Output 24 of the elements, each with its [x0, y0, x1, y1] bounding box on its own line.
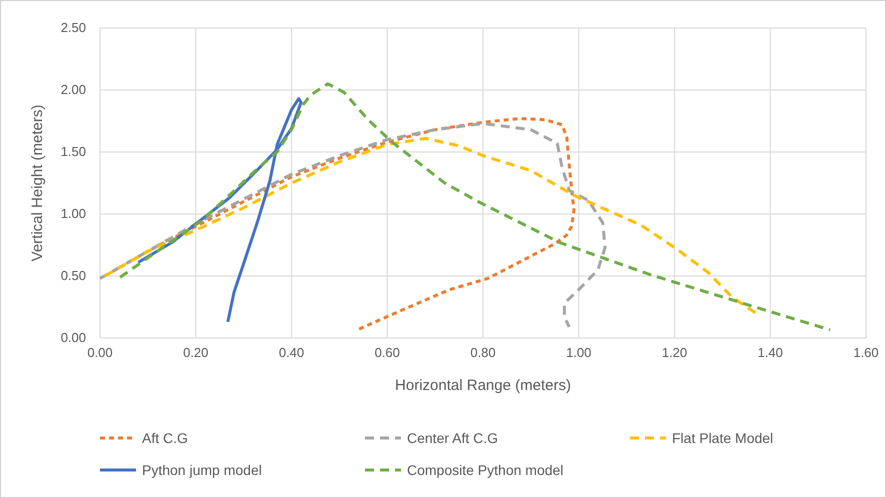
line-series — [103, 136, 758, 315]
x-tick-label: 1.20 — [662, 345, 688, 360]
x-tick-label: 1.60 — [853, 345, 879, 360]
x-tick-label: 1.00 — [566, 345, 592, 360]
x-tick-label: 0.80 — [470, 345, 496, 360]
x-tick-label: 1.40 — [758, 345, 783, 360]
y-axis-title: Vertical Height (meters) — [29, 104, 46, 262]
y-tick-label: 2.00 — [60, 82, 86, 98]
legend-label: Aft C.G — [142, 430, 188, 446]
y-tick-label: 2.50 — [60, 20, 86, 36]
x-tick-label: 0.60 — [374, 345, 400, 360]
x-tick-label: 0.00 — [87, 345, 113, 360]
x-tick-label: 0.20 — [183, 345, 208, 360]
y-tick-label: 1.50 — [60, 144, 86, 160]
legend-label: Python jump model — [142, 462, 262, 478]
line-series — [118, 82, 832, 332]
legend-label: Center Aft C.G — [407, 430, 498, 446]
y-tick-label: 0.00 — [60, 330, 86, 346]
y-tick-label: 1.00 — [60, 206, 86, 222]
y-tick-label: 0.50 — [60, 268, 86, 284]
legend-label: Flat Plate Model — [672, 430, 774, 446]
legend-label: Composite Python model — [407, 462, 564, 478]
x-axis-title: Horizontal Range (meters) — [395, 377, 571, 394]
x-tick-label: 0.40 — [278, 345, 304, 360]
